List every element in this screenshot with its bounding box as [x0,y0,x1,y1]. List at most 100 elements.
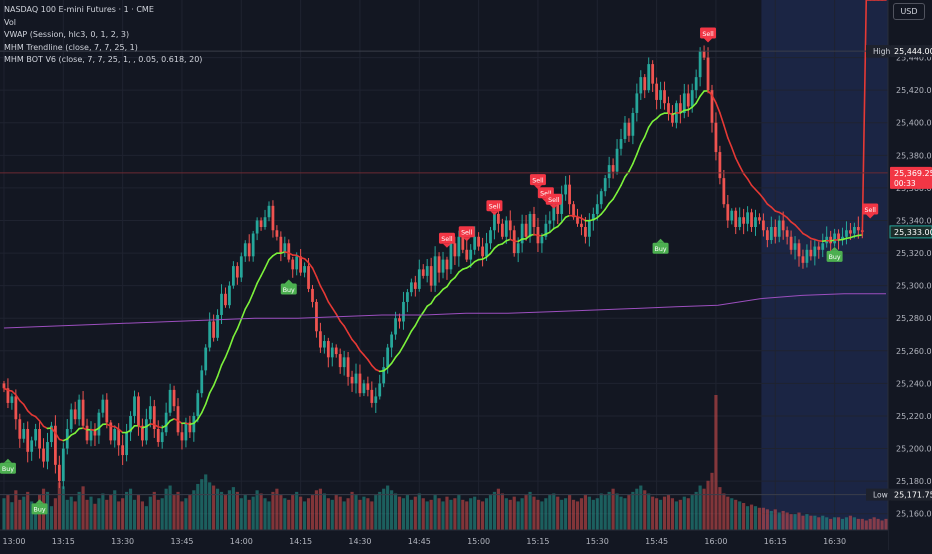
volume-bar [568,495,571,530]
volume-bar [354,495,357,530]
buy-marker[interactable]: Buy [32,499,48,514]
currency-button[interactable]: USD [893,3,925,20]
trendline-segment [732,147,736,158]
volume-bar [62,486,65,530]
volume-bar [58,482,61,530]
legend-vwap[interactable]: VWAP (Session, hlc3, 0, 1, 2, 3) [4,29,202,42]
candle-body [604,178,607,191]
legend-volume[interactable]: Vol [4,17,202,30]
volume-bar [6,495,9,530]
candle-body [541,237,544,244]
sell-marker[interactable]: Sell [546,194,562,209]
volume-bar [50,506,53,530]
candle-body [802,256,805,263]
volume-bar [556,497,559,530]
candle-body [469,250,472,260]
candle-body [687,93,690,106]
candle-body [359,374,362,394]
legend-symbol[interactable]: NASDAQ 100 E-mini Futures · 1 · CME [4,4,202,17]
volume-bar [176,492,179,530]
candle-body [635,93,638,113]
candle-body [62,449,65,482]
volume-bar [762,508,765,530]
candle-body [857,227,860,230]
trendline-segment [233,329,237,337]
buy-marker[interactable]: Buy [0,459,16,474]
sell-marker[interactable]: Sell [700,28,716,43]
buy-arrow [285,280,293,284]
volume-bar [208,482,211,530]
volume-bar [647,493,650,530]
high-price-tag: 25,444.00 [890,45,932,57]
volume-bar [683,497,686,530]
trendline-segment [214,376,218,385]
time-tick-label: 15:00 [467,537,490,546]
legend-trendline[interactable]: MHM Trendline (close, 7, 7, 25, 1) [4,42,202,55]
buy-marker[interactable]: Buy [653,239,669,254]
volume-bar [576,501,579,530]
trendline-segment [696,96,700,103]
sell-marker[interactable]: Sell [459,226,475,241]
candle-body [730,211,733,221]
candle-body [631,113,634,136]
volume-bar [204,474,207,530]
candle-body [564,185,567,195]
candle-body [612,165,615,172]
candle-body [402,302,405,322]
time-tick-label: 16:30 [823,537,846,546]
price-tick-label: 25,280.00 [896,314,932,323]
volume-bar [26,492,29,530]
volume-bar [141,501,144,530]
candle-body [833,234,836,244]
candle-body [442,260,445,273]
buy-label: Buy [829,254,841,261]
volume-bar [271,492,274,530]
volume-bar [532,497,535,530]
trendline-segment [716,103,720,113]
trendline-segment [625,172,629,177]
candle-body [438,256,441,272]
candle-body [78,400,81,420]
trendline-segment [265,260,269,268]
trendline-segment [257,276,261,284]
volume-bar [343,501,346,530]
sell-marker[interactable]: Sell [530,174,546,189]
trendline-segment [423,306,427,312]
candle-body [695,77,698,90]
trendline-segment [609,199,613,203]
volume-bar [212,486,215,530]
trendline-segment [324,293,328,302]
time-tick-label: 13:30 [111,537,134,546]
candle-body [414,282,417,289]
low-price-tag: 25,171.75 [890,489,932,501]
sell-label: Sell [548,197,560,204]
candle-body [770,227,773,240]
trendline-segment [206,393,210,404]
sell-marker[interactable]: Sell [486,200,502,215]
trendline-segment [752,185,756,189]
volume-bar [93,504,96,530]
volume-bar [536,500,539,530]
candle-body [497,214,500,224]
volume-bar [600,493,603,530]
candle-body [34,429,37,440]
buy-marker[interactable]: Buy [281,280,297,295]
volume-bar [517,501,520,530]
candle-body [588,220,591,236]
candle-body [26,429,29,452]
volume-bar [157,500,160,530]
candle-body [699,51,702,77]
time-tick-label: 14:15 [289,537,312,546]
candle-body [98,413,101,436]
volume-bar [200,479,203,530]
legend-bot[interactable]: MHM BOT V6 (close, 7, 7, 25, 1, , 0.05, … [4,54,202,67]
sell-marker[interactable]: Sell [439,233,455,248]
volume-bar [101,493,104,530]
candle-body [347,357,350,377]
volume-bar [279,495,282,530]
trendline-segment [202,404,206,413]
price-tick-label: 25,160.00 [896,510,932,519]
candle-body [157,429,160,442]
